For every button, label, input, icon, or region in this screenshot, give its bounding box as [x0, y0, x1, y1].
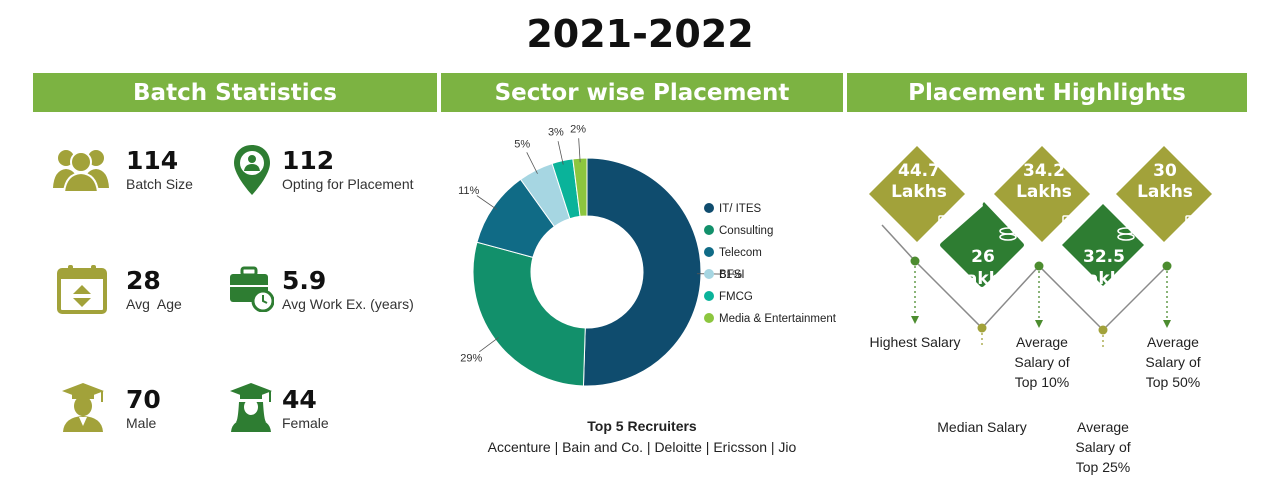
zigzag-start	[881, 224, 916, 262]
leader-line-2	[476, 195, 497, 210]
recruiters-title: Top 5 Recruiters	[587, 418, 697, 434]
legend-label-3: BFSI	[719, 269, 745, 281]
leader-line-1	[479, 337, 499, 353]
donut-slice-1	[472, 241, 586, 387]
location-person-icon	[234, 145, 270, 195]
legend-label-1: Consulting	[719, 225, 773, 237]
top10-unit: Lakhs	[1016, 182, 1072, 202]
recruiters-list: Accenture | Bain and Co. | Deloitte | Er…	[487, 439, 797, 455]
top25-unit: Lakhs	[1076, 269, 1132, 289]
top10-value: 34.2	[1023, 161, 1065, 181]
pct-label-2: 11%	[458, 185, 479, 197]
cash-icon	[1062, 215, 1078, 227]
sector-donut-chart: 51% 29% 11% 5% 3% 2% IT/ ITES Consulting Teleco…	[458, 123, 837, 387]
female-graduate-icon	[230, 383, 272, 432]
legend-marker-2	[704, 247, 714, 257]
leader-line-5	[578, 138, 581, 163]
section-header-highlights: Placement Highlights	[847, 73, 1247, 112]
avg-age-label: Avg Age	[126, 296, 182, 312]
leader-line-3	[526, 152, 538, 174]
donut-slice-0	[582, 157, 702, 387]
pct-label-1: 29%	[460, 353, 482, 365]
work-ex-label: Avg Work Ex. (years)	[282, 296, 414, 312]
top25-value: 32.5	[1083, 247, 1125, 267]
top10-diamond	[994, 146, 1090, 242]
legend-marker-4	[704, 291, 714, 301]
top10-label: Average Salary of Top 10%	[1014, 334, 1070, 390]
section-header-sector: Sector wise Placement	[441, 73, 843, 112]
top25-diamond	[1062, 204, 1144, 286]
legend-marker-5	[704, 313, 714, 323]
male-value: 70	[126, 385, 161, 414]
highest-label: Highest Salary	[869, 334, 961, 350]
female-value: 44	[282, 385, 317, 414]
legend-label-4: FMCG	[719, 291, 753, 303]
cash-icon	[938, 215, 954, 227]
pct-label-0: 51%	[720, 269, 742, 281]
top50-value: 30	[1153, 161, 1177, 181]
batch-size-label: Batch Size	[126, 176, 193, 192]
top50-unit: Lakhs	[1137, 182, 1193, 202]
pct-label-3: 5%	[514, 138, 530, 150]
work-ex-value: 5.9	[282, 266, 327, 295]
calendar-icon	[57, 265, 107, 314]
legend-label-5: Media & Entertainment	[719, 313, 837, 325]
male-label: Male	[126, 415, 157, 431]
legend-label-2: Telecom	[719, 247, 762, 259]
opting-label: Opting for Placement	[282, 176, 414, 192]
top50-label: Average Salary of Top 50%	[1145, 334, 1201, 390]
cash-icon	[1185, 215, 1201, 227]
briefcase-clock-icon	[230, 266, 274, 312]
pct-label-4: 3%	[548, 126, 564, 138]
male-graduate-icon	[62, 383, 104, 432]
highest-unit: Lakhs	[891, 182, 947, 202]
batch-size-value: 114	[126, 146, 179, 175]
median-label: Median Salary	[937, 419, 1027, 435]
highest-diamond	[869, 146, 965, 242]
legend-marker-3	[704, 269, 714, 279]
median-diamond	[940, 202, 1024, 287]
donut-slice-5	[572, 157, 588, 217]
legend-marker-0	[704, 203, 714, 213]
pct-label-5: 2%	[570, 123, 586, 135]
legend-marker-1	[704, 225, 714, 235]
opting-value: 112	[282, 146, 335, 175]
group-people-icon	[53, 150, 109, 192]
section-header-batch: Batch Statistics	[33, 73, 437, 112]
page-title: 2021-2022	[526, 12, 754, 56]
leader-line-4	[557, 141, 564, 165]
median-unit: Lakhs	[955, 269, 1011, 289]
top50-diamond	[1116, 146, 1212, 242]
median-value: 26	[971, 247, 995, 267]
legend-label-0: IT/ ITES	[719, 203, 762, 215]
highest-value: 44.7	[898, 161, 940, 181]
female-label: Female	[282, 415, 329, 431]
highlights-graphic: 44.7 Lakhs 34.2 Lakhs 30 Lakhs 26 Lakhs …	[869, 146, 1212, 348]
avg-age-value: 28	[126, 266, 161, 295]
top25-label: Average Salary of Top 25%	[1075, 419, 1131, 475]
